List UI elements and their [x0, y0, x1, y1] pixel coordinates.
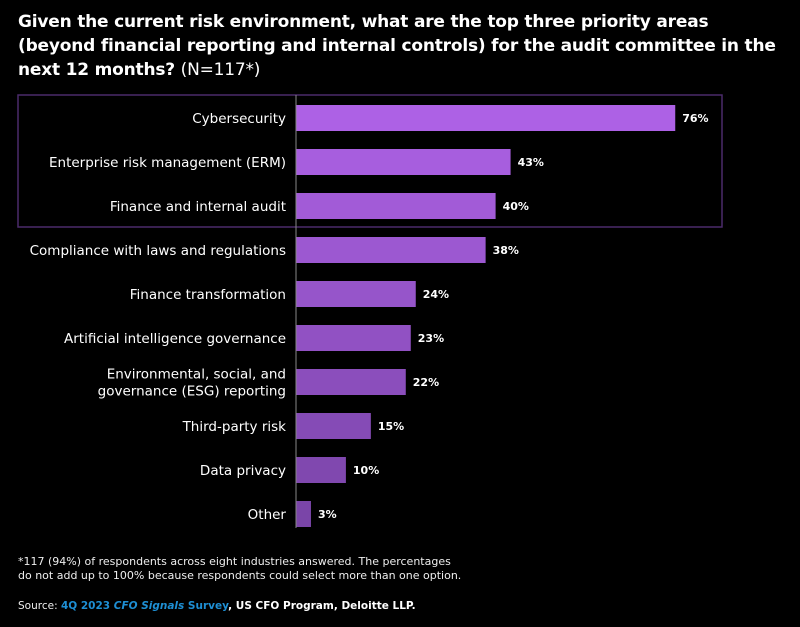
source-link-part: CFO Signals	[113, 600, 185, 612]
source-suffix: , US CFO Program, Deloitte LLP.	[228, 600, 416, 612]
source-link[interactable]: 4Q 2023 CFO Signals Survey	[61, 600, 228, 612]
value-label: 22%	[413, 376, 439, 389]
highlight-box	[17, 94, 723, 228]
value-label: 38%	[493, 244, 519, 257]
category-label: Finance transformation	[130, 287, 286, 303]
bar	[296, 281, 416, 307]
value-label: 43%	[518, 156, 544, 169]
category-label: Enterprise risk management (ERM)	[49, 155, 286, 171]
source: Source: 4Q 2023 CFO Signals Survey, US C…	[18, 600, 416, 612]
source-link-part: Survey	[184, 600, 229, 612]
category-label: Other	[248, 507, 287, 523]
value-label: 76%	[682, 112, 708, 125]
source-prefix: Source:	[18, 600, 61, 612]
bar	[296, 501, 311, 527]
bar	[296, 237, 486, 263]
bar	[296, 369, 406, 395]
chart-title: Given the current risk environment, what…	[18, 10, 788, 82]
category-label: Third-party risk	[182, 419, 287, 435]
footnote-line: *117 (94%) of respondents across eight i…	[18, 555, 451, 568]
footnote-line: do not add up to 100% because respondent…	[18, 569, 462, 582]
value-label: 3%	[318, 508, 337, 521]
value-label: 23%	[418, 332, 444, 345]
sample-size: (N=117*)	[180, 60, 261, 80]
category-label: Artificial intelligence governance	[64, 331, 286, 347]
category-label: Cybersecurity	[192, 111, 286, 127]
category-label: governance (ESG) reporting	[98, 384, 286, 400]
source-link-part: 4Q 2023	[60, 600, 114, 612]
bar	[296, 193, 496, 219]
category-label: Data privacy	[200, 463, 286, 479]
bar	[296, 457, 346, 483]
value-label: 10%	[353, 464, 379, 477]
bar	[296, 105, 676, 131]
category-label: Compliance with laws and regulations	[30, 243, 286, 259]
value-label: 15%	[378, 420, 404, 433]
value-label: 24%	[423, 288, 449, 301]
bar	[296, 149, 511, 175]
category-label: Finance and internal audit	[110, 199, 286, 215]
bar	[296, 413, 371, 439]
footnote: *117 (94%) of respondents across eight i…	[18, 555, 461, 583]
category-label: Environmental, social, and	[107, 367, 286, 383]
bar	[296, 325, 411, 351]
value-label: 40%	[503, 200, 529, 213]
bar-chart: 76% Cybersecurity 43% Enterprise risk manag…	[17, 94, 723, 528]
title-text: Given the current risk environment, what…	[18, 12, 776, 80]
